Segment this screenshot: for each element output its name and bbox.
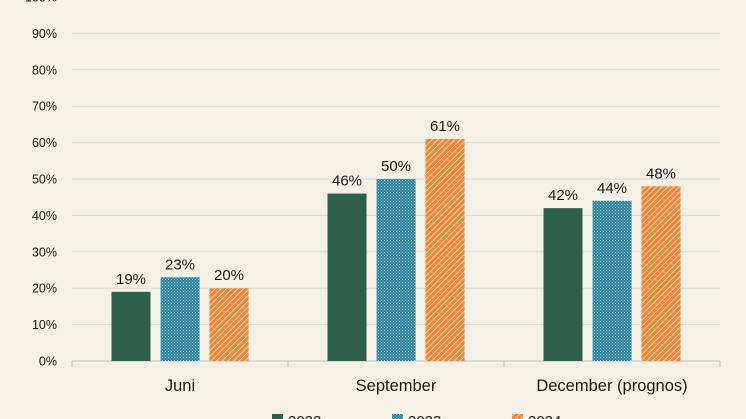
data-label: 42% — [548, 187, 578, 204]
y-tick-label: 40% — [32, 209, 57, 223]
y-tick-label: 0% — [39, 355, 57, 369]
bar-2022-1 — [111, 291, 151, 361]
x-axis — [71, 360, 721, 367]
data-label: 61% — [430, 118, 460, 135]
y-tick-label: 50% — [32, 173, 57, 187]
legend-swatch — [392, 414, 403, 419]
y-tick-label: 30% — [32, 245, 57, 259]
legend-swatch — [272, 414, 283, 419]
legend-label: 2022 — [288, 413, 321, 419]
y-tick-label: 10% — [32, 318, 57, 332]
legend-label: 2024 — [528, 413, 561, 419]
y-tick-label: 70% — [32, 100, 57, 114]
legend-label: 2023 — [408, 413, 441, 419]
category-label: Juni — [165, 377, 195, 395]
legend-swatch — [512, 414, 523, 419]
data-label: 46% — [332, 173, 362, 190]
y-tick-label: 20% — [32, 282, 57, 296]
y-tick-label: 100% — [25, 0, 57, 5]
bar-2024-2 — [425, 138, 465, 361]
category-label: December (prognos) — [536, 377, 687, 395]
category-label: September — [356, 377, 437, 395]
y-tick-label: 60% — [32, 136, 57, 150]
bar-2023-2 — [376, 179, 416, 361]
category-labels: Juni September December (prognos) — [165, 377, 688, 395]
data-label: 20% — [214, 267, 244, 284]
bar-2022-3 — [543, 208, 583, 361]
data-labels: 19% 23% 20% 46% 50% 61% 42% 44% 48% — [116, 118, 676, 288]
bar-2024-1 — [209, 288, 249, 361]
y-axis-tick-labels: 0% 10% 20% 30% 40% 50% 60% 70% 80% 90% 100% — [25, 0, 57, 369]
data-label: 44% — [597, 180, 627, 197]
y-tick-label: 90% — [32, 27, 57, 41]
bar-2022-2 — [327, 193, 367, 361]
bar-2023-1 — [160, 277, 200, 361]
bar-2024-3 — [641, 186, 681, 361]
y-tick-label: 80% — [32, 63, 57, 77]
bar-2023-3 — [592, 200, 632, 361]
bars — [111, 138, 681, 361]
data-label: 50% — [381, 158, 411, 175]
data-label: 19% — [116, 271, 146, 288]
data-label: 23% — [165, 256, 195, 273]
data-label: 48% — [646, 165, 676, 182]
legend: 2022 2023 2024 — [272, 413, 561, 419]
